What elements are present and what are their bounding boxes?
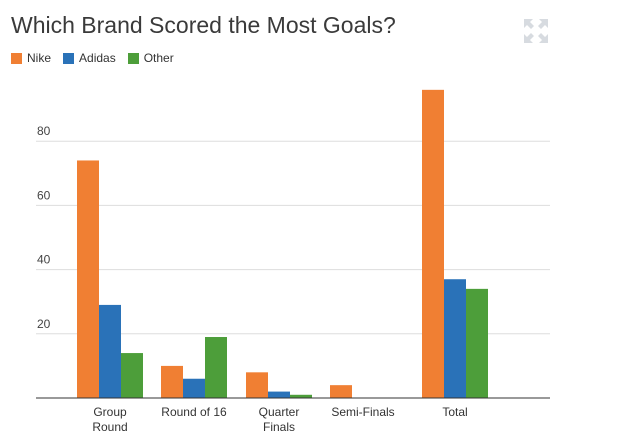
legend-label-adidas: Adidas bbox=[79, 51, 116, 65]
x-category-label-3-0: Semi-Finals bbox=[331, 405, 394, 419]
bar-nike-1 bbox=[161, 365, 183, 398]
x-category-label-1-0: Round of 16 bbox=[161, 405, 227, 419]
legend-label-other: Other bbox=[143, 51, 174, 65]
y-tick-label-40: 40 bbox=[37, 253, 51, 267]
legend-item-nike[interactable]: Nike bbox=[11, 51, 51, 65]
x-category-label-2-0: Quarter bbox=[259, 405, 300, 419]
legend-item-adidas[interactable]: Adidas bbox=[63, 51, 116, 65]
legend-swatch-nike bbox=[11, 52, 22, 64]
chart-legend: Nike Adidas Other bbox=[11, 51, 186, 65]
bar-other-4 bbox=[466, 288, 488, 398]
legend-item-other[interactable]: Other bbox=[127, 51, 174, 65]
bar-nike-3 bbox=[330, 385, 352, 398]
x-category-label-4-0: Total bbox=[442, 405, 467, 419]
chart-title: Which Brand Scored the Most Goals? bbox=[11, 12, 396, 38]
bar-nike-2 bbox=[246, 372, 268, 398]
bar-nike-4 bbox=[422, 89, 444, 398]
bar-adidas-0 bbox=[99, 304, 121, 398]
y-tick-label-60: 60 bbox=[37, 188, 51, 202]
bar-other-2 bbox=[290, 394, 312, 398]
x-category-label-2-1: Finals bbox=[263, 420, 295, 434]
bar-other-1 bbox=[205, 337, 227, 398]
y-tick-label-80: 80 bbox=[37, 124, 51, 138]
x-category-label-0-0: Group bbox=[93, 405, 127, 419]
y-tick-label-20: 20 bbox=[37, 317, 51, 331]
bar-adidas-4 bbox=[444, 279, 466, 398]
legend-label-nike: Nike bbox=[27, 51, 52, 65]
bar-nike-0 bbox=[77, 160, 99, 398]
bar-adidas-2 bbox=[268, 391, 290, 398]
expand-arrows-icon bbox=[524, 19, 548, 43]
expand-icon[interactable] bbox=[523, 18, 549, 44]
legend-swatch-adidas bbox=[63, 52, 75, 64]
bar-other-0 bbox=[121, 353, 143, 398]
legend-swatch-other bbox=[127, 52, 139, 64]
x-category-label-0-1: Round bbox=[92, 420, 127, 434]
bar-adidas-1 bbox=[183, 378, 205, 398]
